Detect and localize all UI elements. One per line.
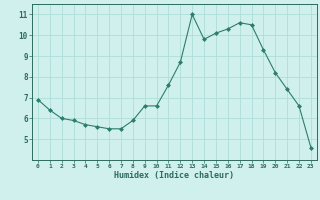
X-axis label: Humidex (Indice chaleur): Humidex (Indice chaleur) (115, 171, 234, 180)
